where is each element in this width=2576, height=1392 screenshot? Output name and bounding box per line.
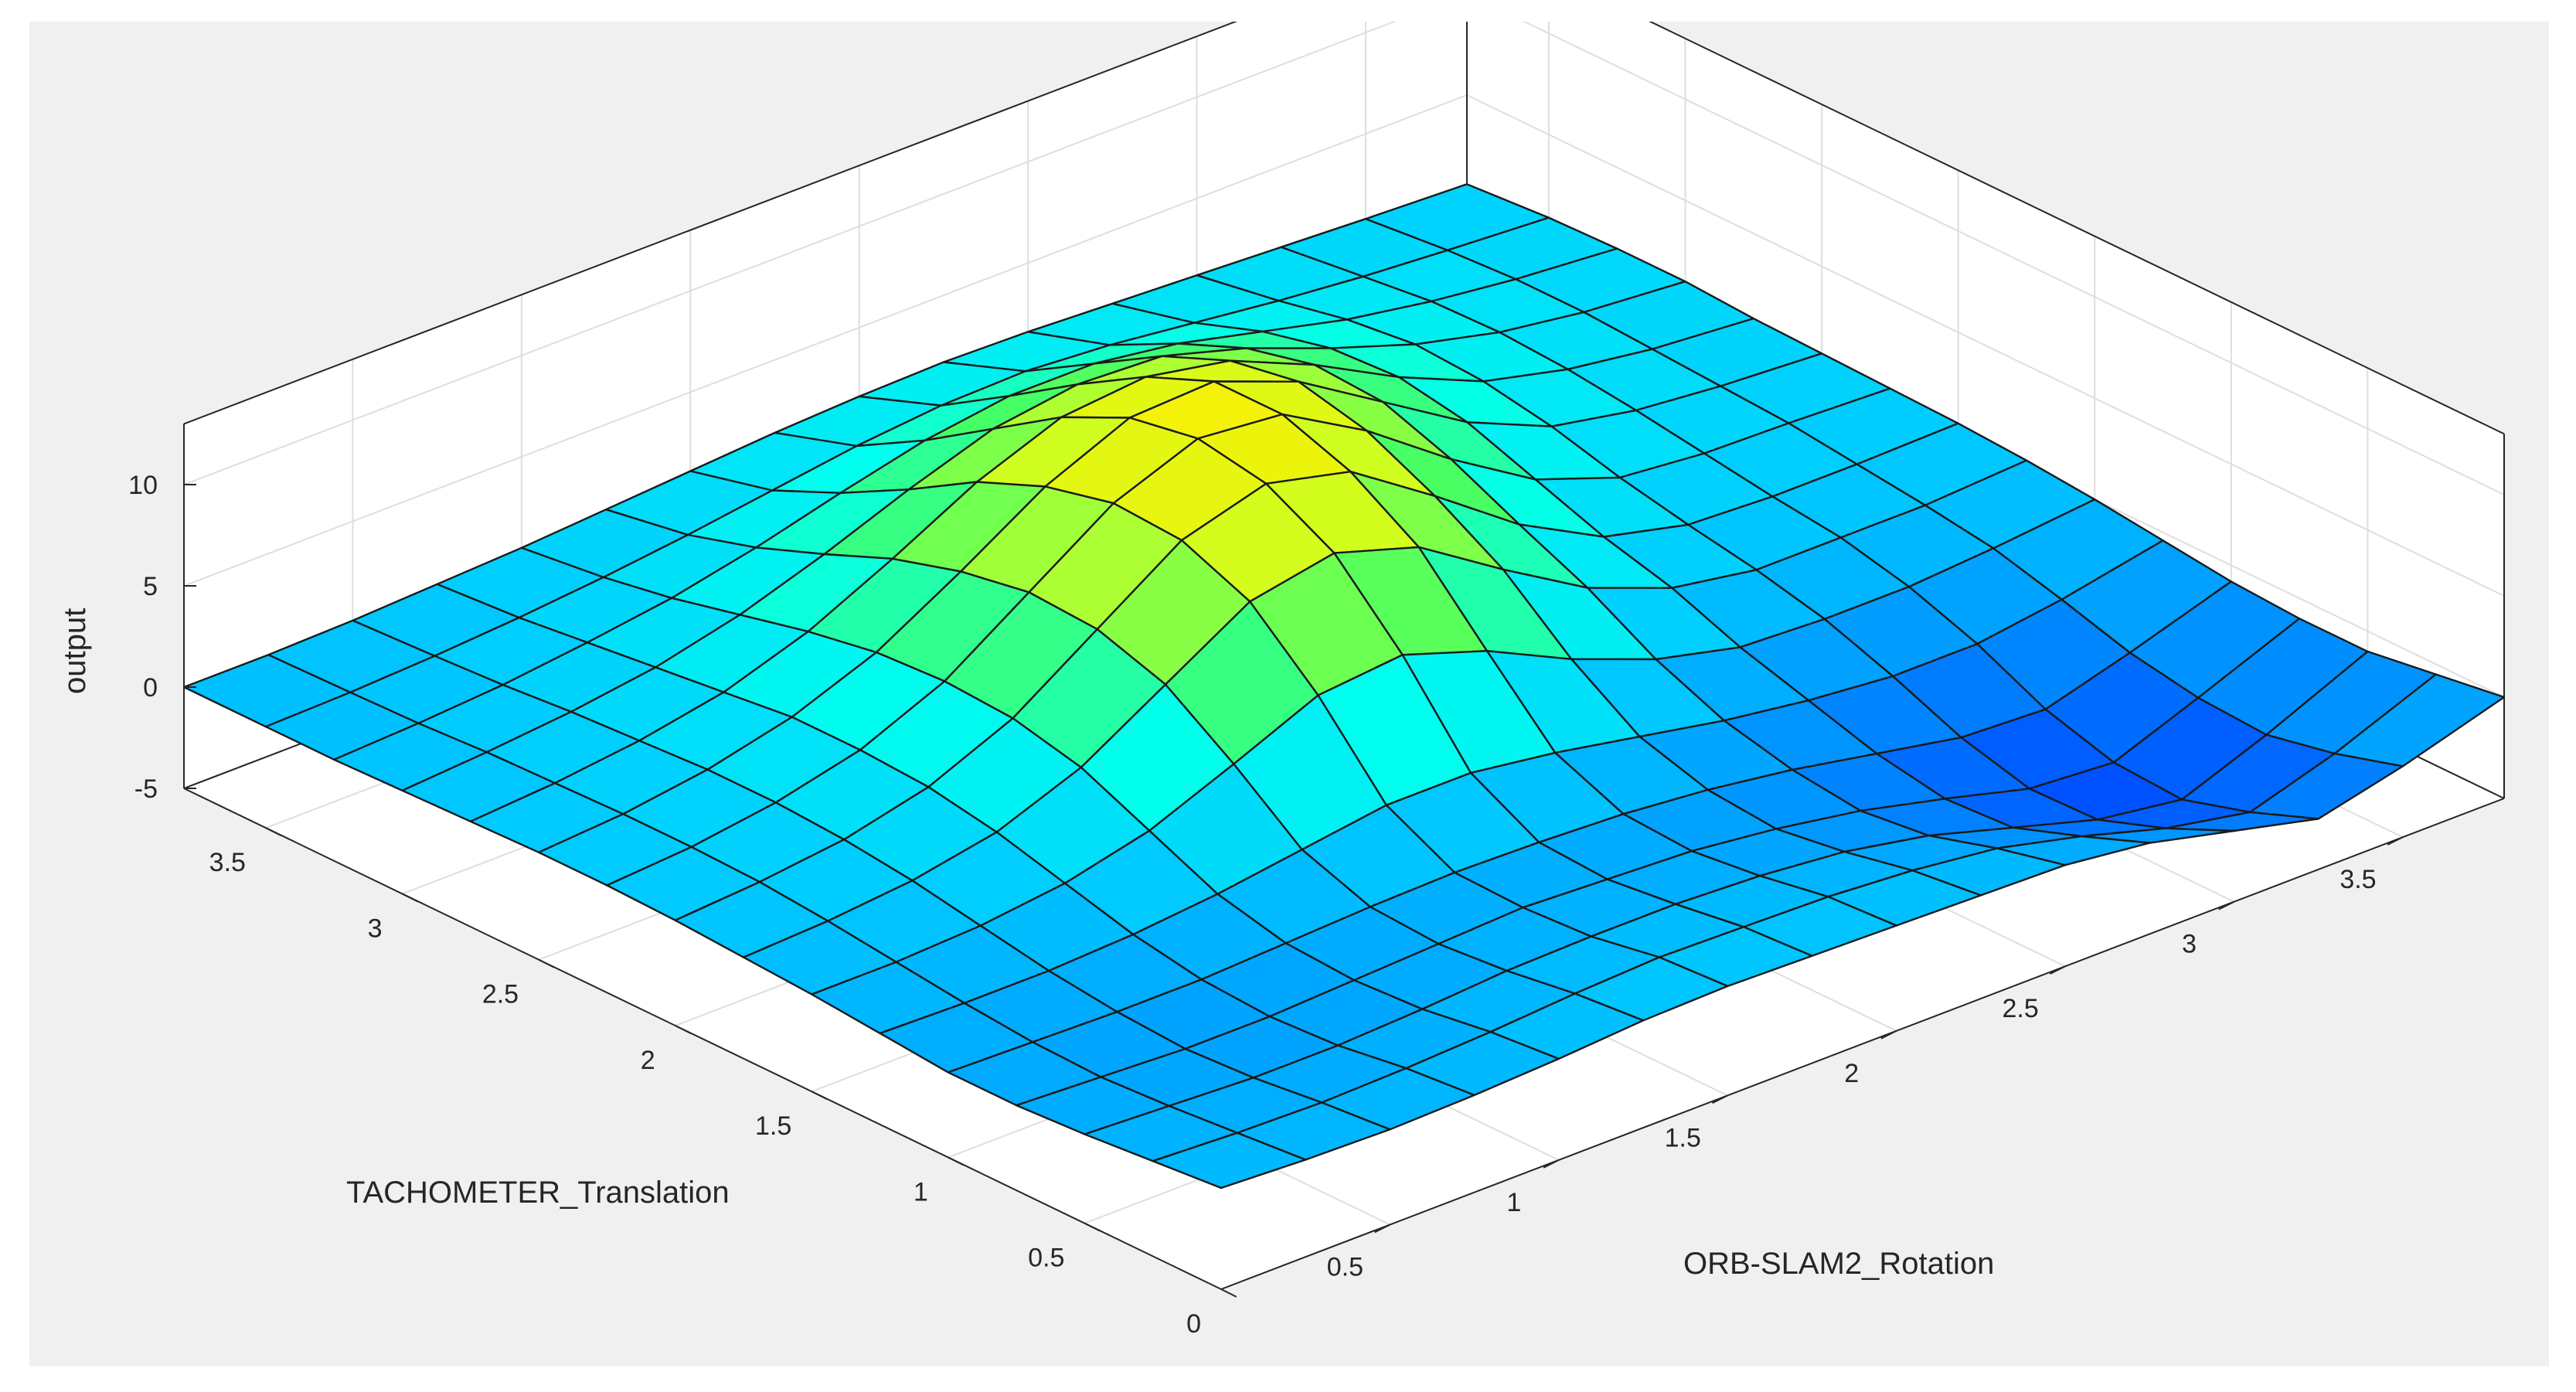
z-tick-label: 10 — [128, 471, 158, 500]
surface-face — [1152, 1132, 1307, 1189]
x-tick — [2218, 900, 2234, 910]
y-tick — [1220, 1288, 1237, 1298]
y-tick-label: 1.5 — [755, 1111, 791, 1141]
x-tick — [2387, 836, 2404, 846]
y-tick-label: 3.5 — [209, 848, 246, 877]
y-tick — [811, 1091, 828, 1101]
x-tick-label: 1.5 — [1665, 1123, 1701, 1152]
grid-line — [1523, 22, 2505, 495]
y-tick-label: 3 — [368, 914, 383, 943]
x-axis-label: ORB-SLAM2_Rotation — [1683, 1247, 1994, 1281]
x-tick-label: 3.5 — [2339, 865, 2376, 894]
surface-plot: 0.5 1 1.5 2 2.5 3 3.5 0 0.5 1 1.5 2 2.5 3 3.5 -5 0 5 10 OR… — [58, 22, 2506, 1339]
y-tick-label: 0 — [1186, 1309, 1201, 1339]
x-tick — [1374, 1224, 1390, 1234]
y-tick — [1084, 1222, 1101, 1232]
x-tick-label: 3 — [2182, 930, 2197, 959]
x-tick-label: 2.5 — [2002, 994, 2038, 1023]
x-tick-label: 1 — [1506, 1188, 1521, 1217]
box-edge — [183, 22, 1238, 425]
y-tick-label: 2 — [641, 1046, 655, 1075]
surface-mesh — [182, 183, 2506, 1189]
grid-line — [183, 94, 1468, 587]
grid-line — [183, 22, 1397, 485]
z-tick-label: -5 — [134, 774, 158, 804]
grid-line — [1466, 94, 2505, 597]
figure-background: 0.5 1 1.5 2 2.5 3 3.5 0 0.5 1 1.5 2 2.5 3 3.5 -5 0 5 10 OR… — [29, 22, 2549, 1366]
x-axis-line — [1220, 798, 2505, 1290]
x-tick — [1543, 1159, 1560, 1169]
z-tick-label: 5 — [143, 572, 158, 601]
y-tick — [948, 1156, 965, 1166]
x-tick — [2049, 965, 2066, 975]
x-tick-label: 2 — [1844, 1059, 1859, 1088]
z-axis-label: output — [58, 608, 92, 694]
y-tick-label: 2.5 — [482, 980, 519, 1009]
x-tick-label: 0.5 — [1327, 1252, 1363, 1281]
y-axis-label: TACHOMETER_Translation — [346, 1176, 730, 1210]
y-tick — [265, 827, 282, 836]
y-tick-label: 1 — [914, 1177, 928, 1207]
front-axes: 0.5 1 1.5 2 2.5 3 3.5 0 0.5 1 1.5 2 2.5 3 3.5 -5 0 5 10 — [128, 424, 2505, 1339]
y-axis-line — [183, 788, 1222, 1290]
z-tick-label: 0 — [143, 673, 158, 703]
y-tick — [402, 893, 418, 903]
box-edge — [1649, 22, 2505, 435]
x-tick — [1880, 1030, 1897, 1040]
x-tick — [1712, 1094, 1728, 1104]
y-tick — [538, 958, 555, 968]
y-tick-label: 0.5 — [1028, 1244, 1064, 1273]
y-tick — [675, 1025, 691, 1034]
